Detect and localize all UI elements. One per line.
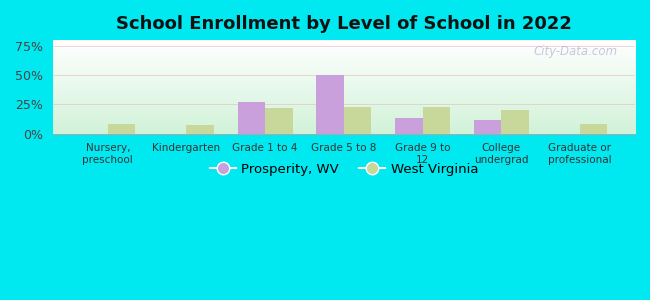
Legend: Prosperity, WV, West Virginia: Prosperity, WV, West Virginia	[204, 158, 484, 181]
Bar	[238, 102, 265, 134]
Bar	[395, 118, 422, 134]
Bar	[501, 110, 528, 134]
Text: City-Data.com: City-Data.com	[534, 45, 618, 58]
Title: School Enrollment by Level of School in 2022: School Enrollment by Level of School in …	[116, 15, 572, 33]
Bar	[580, 124, 608, 134]
Bar	[317, 75, 344, 134]
Bar	[422, 107, 450, 134]
Bar	[474, 120, 501, 134]
Bar	[265, 108, 292, 134]
Bar	[344, 107, 371, 134]
Bar	[187, 125, 214, 134]
Bar	[108, 124, 135, 134]
